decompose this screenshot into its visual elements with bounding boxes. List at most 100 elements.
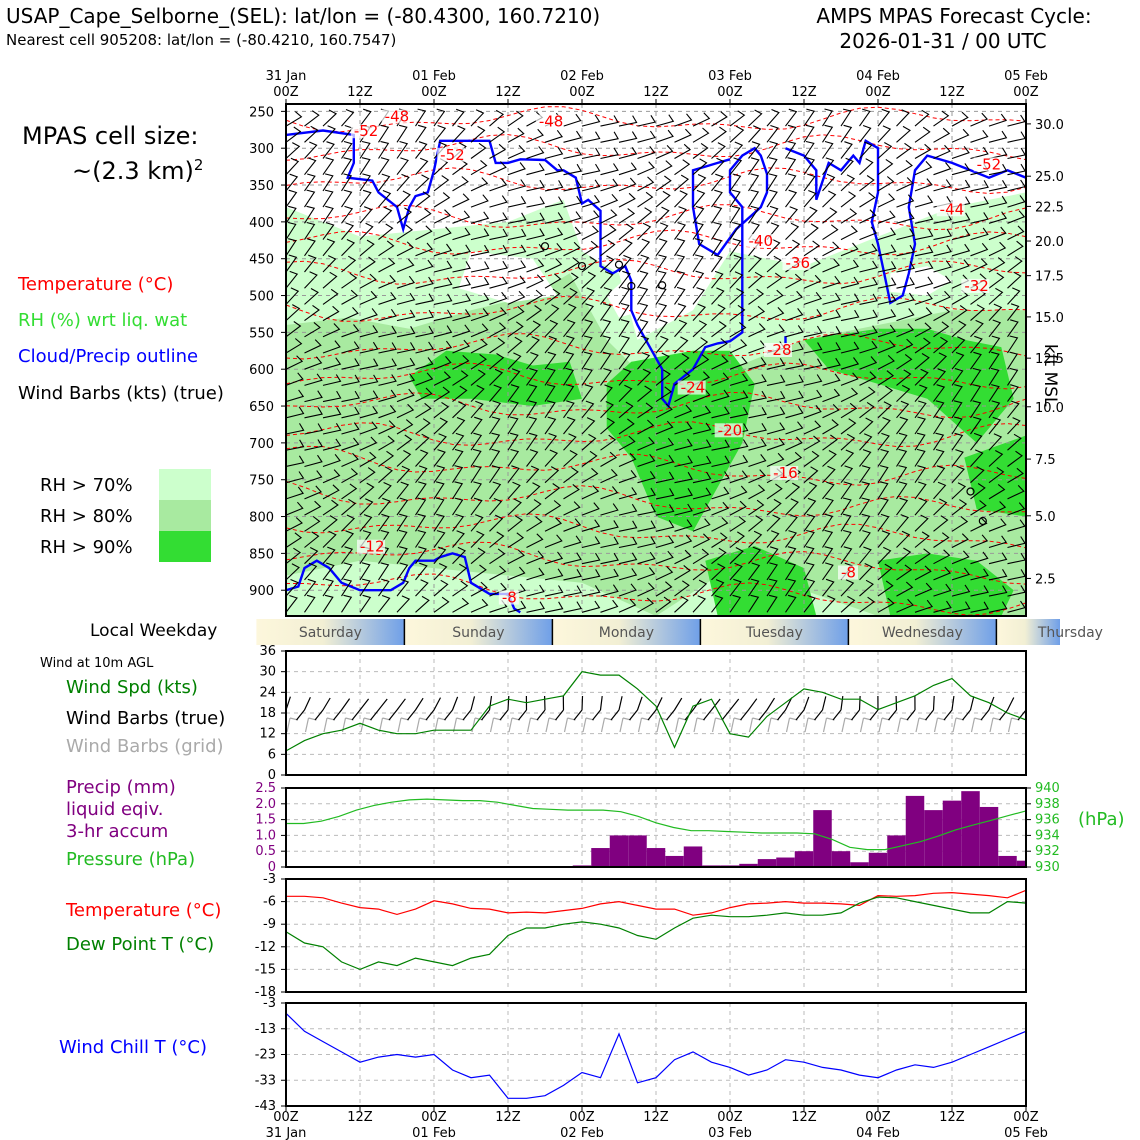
- wind-barb: [914, 322, 932, 338]
- wind-barb: [322, 374, 342, 386]
- wind-barb: [988, 433, 1003, 451]
- wind-barb: [470, 581, 488, 597]
- wind-barb: [322, 578, 334, 597]
- wind-barb: [1007, 225, 1025, 241]
- wind-barb: [526, 320, 542, 338]
- wind-barb: [748, 125, 762, 143]
- wind-barb: [711, 439, 730, 451]
- wind-barb: [711, 126, 727, 143]
- wind-barb: [840, 174, 856, 192]
- precip-legend-1: Precip (mm): [66, 777, 176, 798]
- wind-barb: [544, 384, 556, 402]
- wind-barb: [378, 274, 397, 289]
- wind-barb: [304, 254, 317, 273]
- wind-barb: [396, 373, 416, 386]
- wind-barb: [877, 563, 893, 581]
- wind-barb: [840, 357, 860, 370]
- wind-barb: [489, 212, 508, 224]
- wind-barb: [544, 163, 564, 176]
- wind-barb: [507, 244, 527, 257]
- wind-barb: [970, 400, 982, 419]
- wind-barb: [563, 319, 576, 338]
- wind-barb: [600, 255, 615, 273]
- wind-barb: [378, 206, 393, 224]
- wind-barb: [748, 438, 767, 451]
- wind-barb: [544, 335, 558, 354]
- wind-barb: [766, 205, 779, 224]
- precip-bar: [665, 855, 684, 867]
- wind-barb: [655, 352, 670, 370]
- wind-barb: [359, 239, 375, 257]
- wind-barb: [433, 226, 452, 241]
- wind10-barb-true: [296, 697, 311, 721]
- wind-barb: [341, 452, 359, 468]
- wind-barb: [729, 254, 743, 273]
- wind-barb: [286, 501, 304, 516]
- wind-barb: [563, 450, 578, 467]
- wind-barb: [600, 209, 618, 224]
- precip-bar: [868, 852, 888, 867]
- wind-barb: [896, 400, 910, 419]
- wind-barb: [396, 190, 411, 208]
- wind-barb: [692, 320, 708, 338]
- wind-barb: [951, 416, 963, 435]
- wind-barb: [341, 108, 355, 127]
- wind-barb: [489, 416, 501, 435]
- wind-barb: [415, 418, 431, 435]
- wind-barb: [970, 500, 987, 516]
- wind-barb: [785, 308, 804, 322]
- wind-barb: [286, 355, 304, 370]
- wind-barb: [378, 374, 397, 386]
- wind-barb: [1007, 384, 1019, 402]
- wind-barb: [748, 271, 763, 289]
- wind-barb: [729, 288, 745, 305]
- wind-barb: [544, 351, 557, 370]
- wind-barb: [526, 259, 545, 273]
- wind10-barb-grid: [693, 717, 706, 733]
- isotherm-label: -8: [502, 589, 517, 607]
- wind-barb: [322, 390, 342, 403]
- wind-barb: [748, 562, 761, 581]
- wind-barb: [748, 109, 763, 127]
- wind-barb: [859, 108, 871, 127]
- weekday-label: Wednesday: [882, 625, 963, 641]
- wind-barb: [785, 421, 804, 435]
- wind10-barb-true: [481, 696, 493, 721]
- wind-barb: [951, 305, 968, 322]
- wind-barb: [859, 481, 871, 500]
- wind-barb: [563, 535, 582, 549]
- windchill-axis-tick-label: -13: [255, 1022, 276, 1037]
- wind-barb: [970, 335, 983, 354]
- calm-wind-circle: [658, 281, 667, 290]
- wind-barb: [914, 432, 926, 451]
- wind10-barb-grid: [563, 717, 576, 733]
- wind-barb: [877, 355, 895, 370]
- wind-barb: [600, 503, 619, 516]
- isotherm-label: -32: [964, 277, 989, 295]
- wind-barb: [637, 436, 655, 451]
- wind-barb: [563, 241, 581, 257]
- wind-barb: [507, 275, 526, 289]
- wind-barb: [378, 497, 391, 516]
- wind-barb: [711, 563, 726, 581]
- wind-barb: [618, 223, 634, 241]
- wind-barb: [507, 432, 519, 451]
- wind-barb: [618, 418, 635, 435]
- wind-barb: [433, 596, 450, 613]
- legend-rh80-swatch: [159, 500, 211, 531]
- precip-axis-tick-label: 2.5: [255, 781, 276, 796]
- wind-barb: [729, 594, 742, 613]
- wind-barb: [711, 287, 725, 305]
- wind-barb: [951, 567, 970, 581]
- wind-barb: [452, 530, 465, 548]
- wind-barb: [951, 384, 963, 402]
- pressure-tick-label: 400: [249, 216, 274, 231]
- wind-barb: [674, 222, 686, 240]
- wind-barb: [914, 307, 933, 322]
- wind-barb: [433, 309, 453, 322]
- bottom-hour-label: 12Z: [791, 1110, 817, 1125]
- wind-barb: [692, 174, 707, 192]
- wind-barb: [766, 157, 778, 175]
- precip-bar: [942, 800, 962, 867]
